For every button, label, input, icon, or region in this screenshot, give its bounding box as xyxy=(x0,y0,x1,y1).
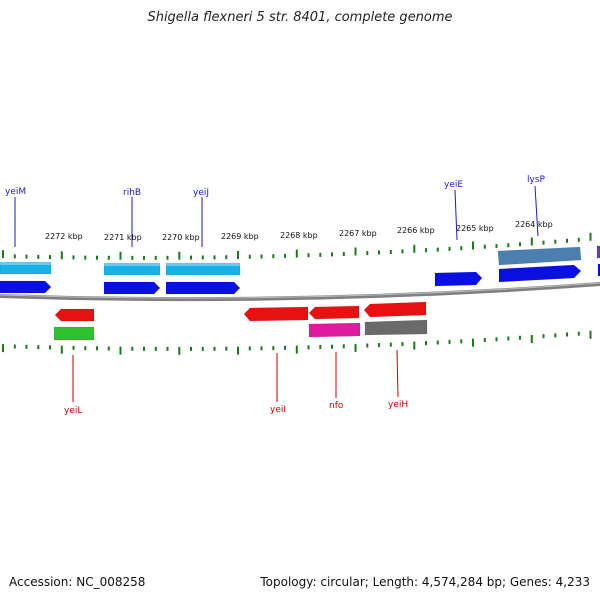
gene-lysP[interactable] xyxy=(498,264,582,283)
genome-backbone xyxy=(0,282,600,302)
tick-label-2270: 2270 kbp xyxy=(162,233,200,242)
gene-yeiL[interactable] xyxy=(54,308,95,322)
accession-text: Accession: NC_008258 xyxy=(9,575,146,589)
gene-yeiJ[interactable] xyxy=(165,281,241,295)
gene-rihB[interactable] xyxy=(103,281,161,295)
gene-yeiI[interactable] xyxy=(243,306,309,322)
genome-backbone-highlight xyxy=(0,282,600,299)
gene-label-rihB[interactable]: rihB xyxy=(123,188,141,198)
gene-label-yeiI[interactable]: yeiI xyxy=(270,405,286,415)
gene-partial-right-outer[interactable] xyxy=(596,245,600,259)
tick-label-2265: 2265 kbp xyxy=(456,224,494,233)
gene-yeiJ-outer[interactable] xyxy=(165,262,241,276)
gene-yeiM-outer[interactable] xyxy=(0,261,52,275)
gene-label-yeiE[interactable]: yeiE xyxy=(444,180,463,190)
tick-label-2268: 2268 kbp xyxy=(280,231,318,240)
scale-labels: 2272 kbp 2271 kbp 2270 kbp 2269 kbp 2268… xyxy=(45,220,553,242)
tick-label-2264: 2264 kbp xyxy=(515,220,553,229)
gene-rihB-outer[interactable] xyxy=(103,262,161,276)
map-title: Shigella flexneri 5 str. 8401, complete … xyxy=(147,10,453,25)
tick-label-2271: 2271 kbp xyxy=(104,233,142,242)
gene-yeiH-inner[interactable] xyxy=(364,319,428,336)
gene-yeiL-inner[interactable] xyxy=(53,326,95,341)
gene-labels-bottom: yeiL yeiI nfo yeiH xyxy=(64,400,408,416)
gene-nfo[interactable] xyxy=(308,305,360,320)
gene-label-yeiJ[interactable]: yeiJ xyxy=(193,188,209,198)
forward-strand-genes xyxy=(0,245,600,295)
gene-labels-top: yeiM rihB yeiJ yeiE lysP xyxy=(5,175,546,198)
leader-lines-bottom xyxy=(72,349,399,402)
tick-label-2269: 2269 kbp xyxy=(221,232,259,241)
gene-lysP-outer[interactable] xyxy=(497,246,582,266)
tick-label-2267: 2267 kbp xyxy=(339,229,377,238)
leader-lines-top xyxy=(14,185,539,247)
gene-label-yeiM[interactable]: yeiM xyxy=(5,187,26,197)
scale-ticks-top xyxy=(2,232,592,260)
gene-yeiM[interactable] xyxy=(0,280,52,294)
tick-label-2272: 2272 kbp xyxy=(45,232,83,241)
gene-yeiE[interactable] xyxy=(434,271,483,287)
genome-summary-text: Topology: circular; Length: 4,574,284 bp… xyxy=(260,575,590,589)
gene-yeiH[interactable] xyxy=(363,301,427,318)
tick-label-2266: 2266 kbp xyxy=(397,226,435,235)
gene-label-nfo[interactable]: nfo xyxy=(329,401,344,411)
reverse-strand-genes xyxy=(53,301,428,341)
gene-nfo-inner[interactable] xyxy=(308,322,361,338)
scale-ticks-bottom xyxy=(2,330,592,355)
gene-label-yeiL[interactable]: yeiL xyxy=(64,406,82,416)
gene-label-yeiH[interactable]: yeiH xyxy=(388,400,408,410)
gene-label-lysP[interactable]: lysP xyxy=(527,175,546,185)
